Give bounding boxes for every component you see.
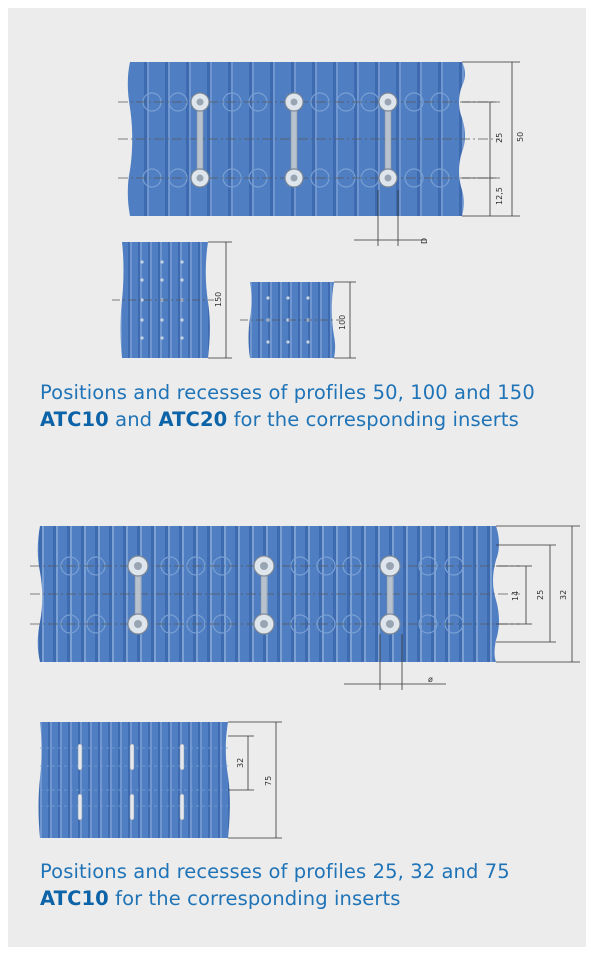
- insert-b: [253, 555, 275, 635]
- figure2-caption: Positions and recesses of profiles 25, 3…: [40, 858, 510, 912]
- dim-75: 75: [264, 776, 273, 786]
- code-atc20: ATC20: [158, 408, 228, 431]
- caption-tail-2: for the corresponding inserts: [115, 887, 401, 910]
- dim-14: 14: [511, 591, 520, 601]
- insert-1: [190, 92, 210, 188]
- code-atc10-2: ATC10: [40, 887, 109, 910]
- figure1-side-view-150: [112, 241, 232, 359]
- dim-150: 150: [214, 292, 223, 307]
- insert-3: [378, 92, 398, 188]
- dim-50: 50: [516, 132, 525, 142]
- figure2-main-view: [30, 525, 580, 690]
- dim-25: 25: [495, 133, 504, 143]
- insert-2: [284, 92, 304, 188]
- dim-12-5: 12,5: [495, 187, 504, 205]
- insert-c: [379, 555, 401, 635]
- figure1-main-view: [118, 61, 520, 246]
- figure2-side-view-75: [38, 721, 282, 839]
- dim-100: 100: [338, 315, 347, 330]
- caption-tail: for the corresponding inserts: [233, 408, 519, 431]
- dim-32-side: 32: [236, 758, 245, 768]
- dim-d: D: [420, 238, 429, 244]
- figure1-caption: Positions and recesses of profiles 50, 1…: [40, 379, 535, 433]
- caption-joiner: and: [115, 408, 153, 431]
- dimension-lines: [354, 61, 520, 246]
- dim-25b: 25: [536, 590, 545, 600]
- center-lines: [118, 101, 500, 179]
- figure2-caption-line1: Positions and recesses of profiles 25, 3…: [40, 860, 510, 883]
- figure1-caption-line1: Positions and recesses of profiles 50, 1…: [40, 381, 535, 404]
- dim-32: 32: [559, 590, 568, 600]
- dim-diameter: ø: [428, 675, 433, 684]
- code-atc10: ATC10: [40, 408, 109, 431]
- insert-a: [127, 555, 149, 635]
- figure1-side-view-100: [240, 281, 356, 359]
